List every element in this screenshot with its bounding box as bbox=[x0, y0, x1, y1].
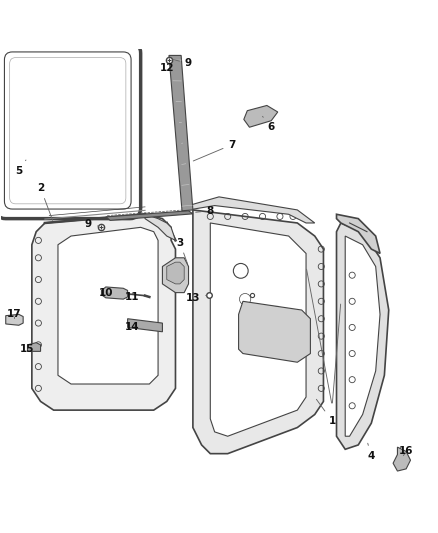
Text: 13: 13 bbox=[186, 293, 206, 303]
Polygon shape bbox=[244, 106, 278, 127]
Text: 11: 11 bbox=[125, 292, 139, 302]
Polygon shape bbox=[188, 197, 315, 223]
FancyBboxPatch shape bbox=[0, 42, 141, 219]
Text: 9: 9 bbox=[173, 58, 192, 68]
Text: 6: 6 bbox=[262, 116, 275, 132]
Text: 12: 12 bbox=[159, 63, 174, 74]
Polygon shape bbox=[102, 287, 127, 299]
Polygon shape bbox=[167, 262, 184, 284]
Text: 1: 1 bbox=[316, 399, 336, 426]
Polygon shape bbox=[28, 343, 41, 351]
Text: 15: 15 bbox=[20, 344, 35, 354]
Polygon shape bbox=[6, 314, 23, 325]
Polygon shape bbox=[193, 210, 323, 454]
Polygon shape bbox=[239, 301, 311, 362]
Text: 17: 17 bbox=[7, 309, 22, 319]
Polygon shape bbox=[106, 211, 193, 220]
Polygon shape bbox=[345, 236, 380, 436]
Polygon shape bbox=[127, 319, 162, 332]
Text: 9: 9 bbox=[85, 219, 99, 229]
Polygon shape bbox=[336, 223, 389, 449]
Polygon shape bbox=[393, 447, 410, 471]
Text: 3: 3 bbox=[176, 238, 187, 264]
Text: 14: 14 bbox=[125, 322, 139, 333]
Polygon shape bbox=[145, 214, 176, 240]
Text: 16: 16 bbox=[399, 447, 413, 456]
Bar bbox=[247, 305, 278, 323]
Text: 7: 7 bbox=[193, 140, 236, 161]
Polygon shape bbox=[162, 258, 188, 293]
Polygon shape bbox=[58, 228, 158, 384]
Text: 10: 10 bbox=[99, 288, 113, 297]
Text: 2: 2 bbox=[37, 183, 53, 220]
Text: 4: 4 bbox=[367, 443, 375, 461]
Polygon shape bbox=[336, 214, 380, 254]
Text: 8: 8 bbox=[196, 206, 214, 216]
Text: 5: 5 bbox=[15, 160, 26, 176]
Polygon shape bbox=[169, 55, 193, 211]
Polygon shape bbox=[210, 223, 306, 436]
Polygon shape bbox=[32, 214, 176, 410]
